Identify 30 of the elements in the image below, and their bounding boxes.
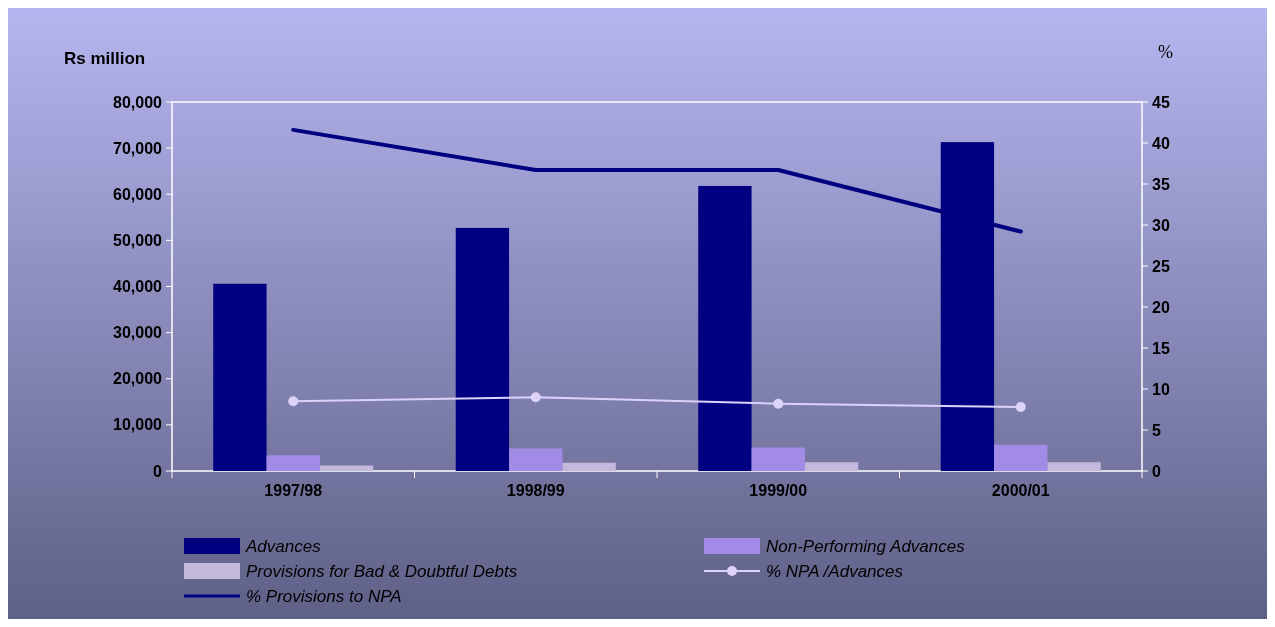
- y2-axis-title: %: [1158, 42, 1173, 62]
- y2-tick-label: 25: [1152, 257, 1170, 275]
- legend-label: % Provisions to NPA: [246, 587, 402, 606]
- y-tick-label: 60,000: [113, 185, 163, 203]
- y-tick-label: 30,000: [113, 324, 163, 342]
- y2-tick-label: 30: [1152, 216, 1170, 234]
- y-tick-label: 10,000: [113, 416, 163, 434]
- y2-tick-label: 15: [1152, 339, 1170, 357]
- legend-label: Provisions for Bad & Doubtful Debts: [246, 562, 518, 581]
- y-tick-label: 50,000: [113, 231, 163, 249]
- legend-label: Advances: [245, 537, 322, 556]
- legend-label: % NPA /Advances: [766, 562, 904, 581]
- y2-tick-label: 20: [1152, 298, 1170, 316]
- y-tick-label: 40,000: [113, 278, 163, 296]
- y2-tick-label: 45: [1152, 93, 1170, 111]
- y-tick-label: 70,000: [113, 139, 163, 157]
- x-tick-label: 2000/01: [991, 482, 1050, 499]
- y2-tick-label: 35: [1152, 175, 1170, 193]
- x-tick-label: 1998/99: [506, 482, 565, 499]
- y2-tick-label: 5: [1152, 421, 1161, 439]
- y-axis-title: Rs million: [64, 49, 146, 68]
- y2-tick-label: 40: [1152, 134, 1170, 152]
- y-tick-label: 20,000: [113, 370, 163, 388]
- x-tick-label: 1999/00: [749, 482, 808, 499]
- y-tick-label: 80,000: [113, 93, 163, 111]
- y2-tick-label: 10: [1152, 380, 1170, 398]
- y2-tick-label: 0: [1152, 462, 1161, 480]
- y-tick-label: 0: [153, 462, 163, 480]
- x-tick-label: 1997/98: [264, 482, 323, 499]
- legend-label: Non-Performing Advances: [766, 537, 966, 556]
